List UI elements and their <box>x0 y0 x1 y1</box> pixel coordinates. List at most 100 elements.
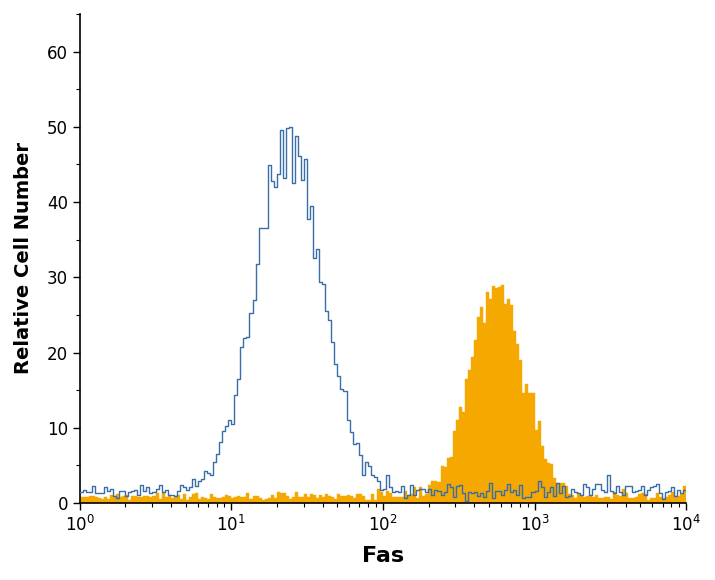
Bar <box>274 498 277 503</box>
Bar <box>132 495 134 503</box>
Bar <box>401 498 404 503</box>
Bar <box>271 495 274 503</box>
Bar <box>92 495 95 503</box>
Bar <box>516 344 519 503</box>
Bar <box>107 499 110 503</box>
Bar <box>79 496 83 503</box>
Bar <box>365 501 368 503</box>
Bar <box>95 498 98 503</box>
Bar <box>644 494 646 503</box>
Bar <box>547 463 550 503</box>
Y-axis label: Relative Cell Number: Relative Cell Number <box>14 143 33 375</box>
Bar <box>428 485 431 503</box>
Bar <box>177 495 179 503</box>
Bar <box>247 493 250 503</box>
Bar <box>174 495 177 503</box>
Bar <box>419 487 423 503</box>
Bar <box>159 499 162 503</box>
Bar <box>210 494 213 503</box>
Bar <box>498 287 501 503</box>
Bar <box>619 495 623 503</box>
Bar <box>207 499 210 503</box>
Bar <box>616 495 619 503</box>
Bar <box>319 495 322 503</box>
Bar <box>183 494 186 503</box>
Bar <box>171 498 174 503</box>
Bar <box>222 496 225 503</box>
Bar <box>325 494 328 503</box>
Bar <box>292 496 295 503</box>
Bar <box>301 498 304 503</box>
Bar <box>280 493 283 503</box>
Bar <box>343 495 347 503</box>
Bar <box>504 303 507 503</box>
Bar <box>140 496 144 503</box>
Bar <box>162 493 164 503</box>
Bar <box>653 498 656 503</box>
Bar <box>331 498 335 503</box>
Bar <box>86 496 89 503</box>
Bar <box>410 494 413 503</box>
Bar <box>556 483 558 503</box>
Bar <box>362 495 365 503</box>
Bar <box>310 494 313 503</box>
Bar <box>144 495 147 503</box>
Bar <box>416 498 419 503</box>
Bar <box>398 498 401 503</box>
Bar <box>392 498 395 503</box>
Bar <box>450 457 453 503</box>
Bar <box>480 307 483 503</box>
Bar <box>355 494 359 503</box>
Bar <box>225 495 228 503</box>
Bar <box>374 501 377 503</box>
Bar <box>562 483 565 503</box>
Bar <box>235 498 237 503</box>
Bar <box>104 496 107 503</box>
Bar <box>383 495 386 503</box>
Bar <box>425 494 428 503</box>
Bar <box>492 286 495 503</box>
Bar <box>267 498 271 503</box>
Bar <box>431 481 435 503</box>
Bar <box>101 499 104 503</box>
Bar <box>340 495 343 503</box>
Bar <box>195 493 198 503</box>
Bar <box>531 393 535 503</box>
Bar <box>389 493 392 503</box>
Bar <box>501 285 504 503</box>
Bar <box>447 458 450 503</box>
Bar <box>543 459 547 503</box>
Bar <box>404 491 407 503</box>
Bar <box>683 486 686 503</box>
Bar <box>440 466 443 503</box>
Bar <box>662 498 665 503</box>
Bar <box>589 495 592 503</box>
Bar <box>313 495 316 503</box>
Bar <box>453 431 455 503</box>
Bar <box>604 496 607 503</box>
Bar <box>213 496 216 503</box>
Bar <box>435 481 438 503</box>
Bar <box>119 498 122 503</box>
Bar <box>350 495 352 503</box>
Bar <box>304 494 307 503</box>
Bar <box>189 498 192 503</box>
Bar <box>558 483 562 503</box>
Bar <box>489 299 492 503</box>
Bar <box>352 498 355 503</box>
Bar <box>677 495 680 503</box>
Bar <box>650 498 653 503</box>
Bar <box>483 323 486 503</box>
Bar <box>443 467 447 503</box>
Bar <box>240 498 243 503</box>
Bar <box>541 446 543 503</box>
Bar <box>98 498 101 503</box>
Bar <box>137 496 140 503</box>
Bar <box>147 495 149 503</box>
Bar <box>611 499 613 503</box>
Bar <box>462 412 465 503</box>
Bar <box>152 495 155 503</box>
Bar <box>167 495 171 503</box>
Bar <box>265 499 267 503</box>
Bar <box>474 340 477 503</box>
